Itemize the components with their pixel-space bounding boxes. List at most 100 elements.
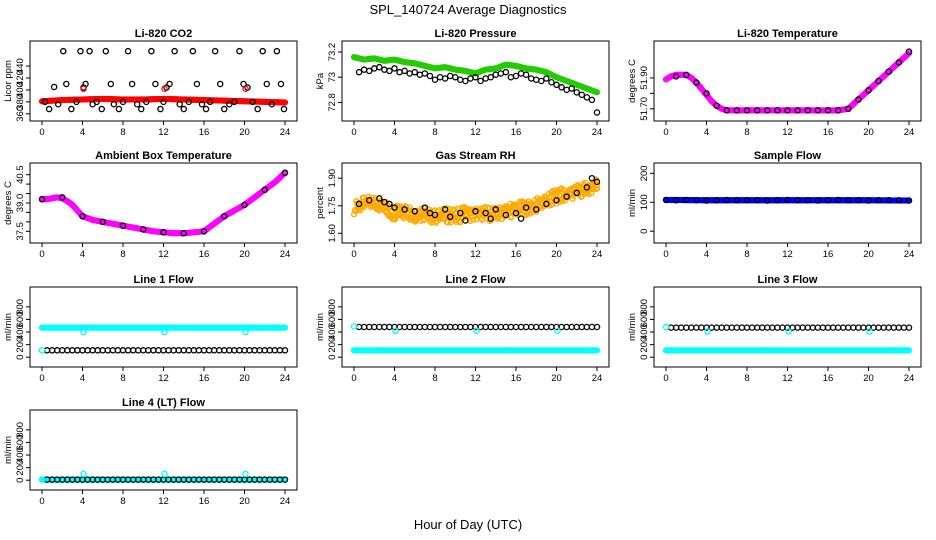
y-tick-label: 800 bbox=[15, 299, 26, 315]
x-tick-label: 16 bbox=[511, 127, 522, 138]
data-point bbox=[128, 80, 136, 88]
y-tick-label: 400 bbox=[639, 324, 650, 340]
data-point bbox=[38, 347, 46, 354]
data-point bbox=[185, 98, 193, 106]
data-point bbox=[436, 73, 444, 81]
data-point bbox=[743, 197, 751, 204]
data-point bbox=[594, 185, 601, 192]
data-point bbox=[462, 77, 469, 85]
data-point bbox=[160, 98, 167, 106]
data-point bbox=[703, 90, 710, 97]
data-point bbox=[473, 327, 480, 335]
data-point bbox=[723, 107, 731, 114]
series-average bbox=[38, 324, 289, 331]
data-point bbox=[753, 197, 761, 204]
data-point bbox=[93, 98, 100, 106]
data-point bbox=[683, 196, 690, 204]
data-point bbox=[411, 208, 418, 215]
y-tick-label: 200 bbox=[639, 337, 650, 353]
data-point bbox=[401, 67, 408, 75]
data-point bbox=[161, 328, 168, 336]
x-tick-label: 16 bbox=[199, 496, 210, 507]
data-point bbox=[180, 229, 187, 237]
data-point bbox=[519, 205, 527, 212]
x-tick-label: 20 bbox=[239, 496, 250, 507]
x-tick-label: 12 bbox=[782, 373, 793, 384]
y-tick-label: 200 bbox=[15, 460, 26, 476]
data-point bbox=[391, 65, 398, 72]
x-tick-label: 12 bbox=[470, 249, 481, 260]
x-tick-label: 12 bbox=[470, 373, 481, 384]
x-tick-label: 20 bbox=[551, 127, 562, 138]
data-point bbox=[242, 328, 249, 336]
x-tick-label: 0 bbox=[663, 249, 668, 260]
data-point bbox=[206, 98, 214, 106]
x-tick-label: 4 bbox=[392, 373, 397, 384]
data-point bbox=[420, 217, 427, 224]
data-point bbox=[236, 47, 243, 55]
x-tick-label: 4 bbox=[704, 127, 709, 138]
data-point bbox=[273, 47, 281, 55]
data-point bbox=[166, 80, 173, 88]
panel-title: Sample Flow bbox=[754, 150, 822, 162]
data-point bbox=[110, 101, 118, 108]
x-tick-label: 0 bbox=[39, 249, 44, 260]
data-point bbox=[220, 105, 228, 113]
data-point bbox=[845, 105, 852, 113]
x-tick-label: 0 bbox=[39, 373, 44, 384]
data-point bbox=[80, 328, 87, 336]
data-point bbox=[517, 70, 525, 77]
data-point bbox=[391, 204, 398, 211]
data-point bbox=[241, 201, 248, 209]
series-calibration-points bbox=[355, 174, 601, 224]
panel-title: Ambient Box Temperature bbox=[95, 150, 232, 162]
data-point bbox=[365, 67, 373, 75]
y-tick-label: 40.5 bbox=[15, 165, 26, 184]
data-point bbox=[573, 89, 581, 96]
panel-title: Line 4 (LT) Flow bbox=[122, 397, 205, 409]
x-tick-label: 16 bbox=[511, 249, 522, 260]
x-tick-label: 24 bbox=[904, 373, 915, 384]
data-point bbox=[704, 328, 711, 335]
data-point bbox=[421, 204, 429, 211]
y-tick-label: 0 bbox=[327, 355, 338, 360]
data-point bbox=[457, 209, 464, 217]
data-point bbox=[502, 68, 510, 76]
data-point bbox=[569, 195, 576, 202]
panel-line2_flow: Line 2 Flow 0 4 8 12 16 20 24 0 200400600800ml/mi… bbox=[315, 274, 610, 384]
data-point bbox=[357, 207, 364, 214]
x-tick-label: 16 bbox=[823, 373, 834, 384]
data-point bbox=[522, 204, 530, 211]
data-point bbox=[467, 75, 474, 82]
data-point bbox=[376, 195, 383, 202]
series-calibration-points bbox=[355, 323, 601, 331]
data-point bbox=[441, 206, 449, 213]
x-tick-label: 4 bbox=[392, 127, 397, 138]
data-point bbox=[38, 195, 46, 203]
data-point bbox=[406, 70, 413, 77]
data-point bbox=[593, 347, 601, 354]
data-point bbox=[372, 195, 379, 201]
data-point bbox=[895, 59, 903, 66]
data-point bbox=[60, 47, 67, 55]
y-tick-label: 800 bbox=[639, 299, 650, 315]
data-point bbox=[157, 105, 164, 113]
series-highlight bbox=[80, 85, 249, 93]
x-tick-label: 0 bbox=[663, 127, 668, 138]
data-point bbox=[583, 94, 591, 101]
x-tick-label: 24 bbox=[280, 496, 291, 507]
data-point bbox=[355, 68, 363, 76]
data-point bbox=[281, 169, 289, 177]
data-point bbox=[555, 188, 562, 195]
data-point bbox=[263, 80, 271, 88]
x-tick-label: 16 bbox=[199, 249, 210, 260]
data-point bbox=[50, 83, 58, 91]
data-point bbox=[396, 68, 403, 76]
panel-title: Li-820 Temperature bbox=[737, 28, 838, 40]
data-point bbox=[538, 77, 545, 85]
data-point bbox=[553, 81, 560, 89]
data-point bbox=[226, 101, 233, 108]
x-tick-label: 8 bbox=[120, 127, 125, 138]
data-point bbox=[386, 67, 393, 75]
panel-title: Line 2 Flow bbox=[446, 274, 506, 286]
